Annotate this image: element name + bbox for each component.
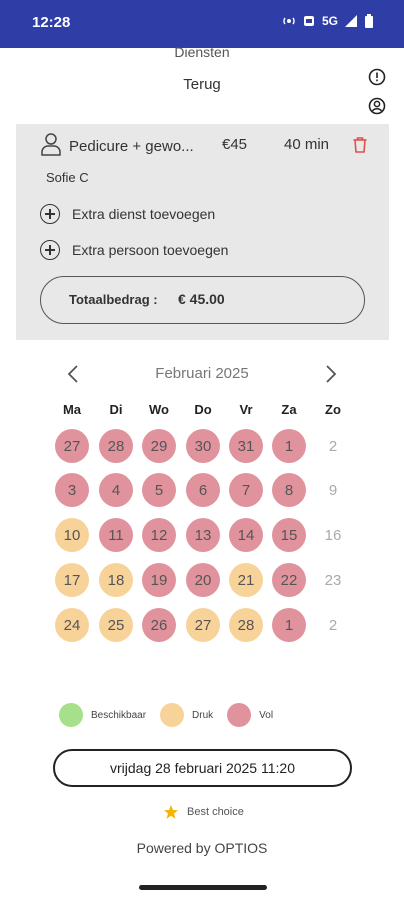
calendar-day[interactable]: 7 xyxy=(229,473,263,507)
total-box: Totaalbedrag : € 45.00 xyxy=(40,276,365,324)
calendar-nav: Februari 2025 xyxy=(0,362,404,386)
add-person-button[interactable]: Extra persoon toevoegen xyxy=(40,240,228,260)
best-choice-label: Best choice xyxy=(187,806,244,818)
calendar-day[interactable]: 19 xyxy=(142,563,176,597)
service-row: Pedicure + gewo... €45 40 min xyxy=(40,133,375,158)
calendar-day[interactable]: 10 xyxy=(55,518,89,552)
calendar-day: 2 xyxy=(328,616,338,634)
user-icon[interactable] xyxy=(368,97,386,115)
trash-icon[interactable] xyxy=(352,136,368,154)
calendar-day[interactable]: 29 xyxy=(142,429,176,463)
legend-item-beschikbaar: Beschikbaar xyxy=(59,703,146,727)
legend-label: Druk xyxy=(192,709,214,721)
star-icon xyxy=(164,805,178,819)
partial-title: Diensten xyxy=(174,44,230,60)
add-service-label: Extra dienst toevoegen xyxy=(72,206,216,222)
home-indicator[interactable] xyxy=(139,885,267,890)
calendar-day: 2 xyxy=(328,437,338,455)
sim-icon xyxy=(303,16,314,26)
calendar-month: Februari 2025 xyxy=(155,365,249,382)
service-name: Pedicure + gewo... xyxy=(69,138,194,155)
legend-item-vol: Vol xyxy=(227,703,273,727)
person-icon xyxy=(41,133,61,156)
add-person-label: Extra persoon toevoegen xyxy=(72,242,229,258)
calendar-day[interactable]: 24 xyxy=(55,608,89,642)
weekday-label: Di xyxy=(109,402,123,417)
calendar-day[interactable]: 20 xyxy=(186,563,220,597)
legend-dot xyxy=(59,703,83,727)
weekday-label: Za xyxy=(281,402,297,417)
hotspot-icon xyxy=(283,17,295,25)
calendar-day[interactable]: 14 xyxy=(229,518,263,552)
calendar-day[interactable]: 30 xyxy=(186,429,220,463)
add-service-button[interactable]: Extra dienst toevoegen xyxy=(40,204,215,224)
calendar-day[interactable]: 28 xyxy=(229,608,263,642)
calendar-day: 16 xyxy=(324,526,342,544)
weekday-label: Wo xyxy=(149,402,169,417)
signal-icon xyxy=(345,15,357,27)
calendar-day[interactable]: 13 xyxy=(186,518,220,552)
calendar-day[interactable]: 11 xyxy=(99,518,133,552)
calendar-day[interactable]: 27 xyxy=(186,608,220,642)
calendar-day[interactable]: 5 xyxy=(142,473,176,507)
calendar-day: 23 xyxy=(324,571,342,589)
best-choice: Best choice xyxy=(163,804,244,820)
sheet-top xyxy=(0,48,404,58)
battery-icon xyxy=(365,14,373,28)
weekday-label: Zo xyxy=(325,402,341,417)
status-time: 12:28 xyxy=(32,14,71,31)
calendar-day[interactable]: 8 xyxy=(272,473,306,507)
service-duration: 40 min xyxy=(284,136,330,153)
calendar-day[interactable]: 4 xyxy=(99,473,133,507)
weekday-label: Do xyxy=(194,402,212,417)
calendar-day[interactable]: 28 xyxy=(99,429,133,463)
plus-circle-icon xyxy=(40,240,60,260)
calendar-day[interactable]: 22 xyxy=(272,563,306,597)
total-label: Totaalbedrag : xyxy=(69,292,158,307)
back-button[interactable]: Terug xyxy=(183,76,221,93)
plus-circle-icon xyxy=(40,204,60,224)
status-icons: 5G xyxy=(282,14,374,28)
legend-label: Vol xyxy=(259,709,274,721)
legend-label: Beschikbaar xyxy=(91,709,147,721)
calendar-day[interactable]: 1 xyxy=(272,429,306,463)
info-icon[interactable] xyxy=(368,68,386,86)
calendar-day[interactable]: 18 xyxy=(99,563,133,597)
legend-dot xyxy=(160,703,185,727)
status-bar: 12:28 5G xyxy=(0,0,404,48)
calendar-day[interactable]: 15 xyxy=(272,518,306,552)
total-value: € 45.00 xyxy=(178,291,225,307)
calendar-day[interactable]: 27 xyxy=(55,429,89,463)
calendar-day: 9 xyxy=(328,481,338,499)
calendar-day[interactable]: 26 xyxy=(142,608,176,642)
calendar-day[interactable]: 17 xyxy=(55,563,89,597)
calendar-day[interactable]: 25 xyxy=(99,608,133,642)
chevron-right-icon[interactable] xyxy=(324,364,338,384)
service-price: €45 xyxy=(222,136,248,153)
powered-by: Powered by OPTIOS xyxy=(136,840,268,856)
calendar-day[interactable]: 31 xyxy=(229,429,263,463)
calendar-day[interactable]: 6 xyxy=(186,473,220,507)
calendar-day[interactable]: 12 xyxy=(142,518,176,552)
network-label: 5G xyxy=(321,14,338,28)
legend-dot xyxy=(227,703,252,727)
weekday-label: Ma xyxy=(62,402,82,417)
calendar-day[interactable]: 1 xyxy=(272,608,306,642)
chevron-left-icon[interactable] xyxy=(66,364,80,384)
weekday-label: Vr xyxy=(239,402,253,417)
legend-item-druk: Druk xyxy=(160,703,213,727)
legend: Beschikbaar Druk Vol xyxy=(59,703,287,727)
staff-name: Sofie C xyxy=(46,170,89,185)
selected-slot-button[interactable]: vrijdag 28 februari 2025 11:20 xyxy=(53,749,352,787)
calendar-day[interactable]: 3 xyxy=(55,473,89,507)
calendar-day[interactable]: 21 xyxy=(229,563,263,597)
booking-summary: Pedicure + gewo... €45 40 min Sofie C Ex… xyxy=(16,124,389,340)
